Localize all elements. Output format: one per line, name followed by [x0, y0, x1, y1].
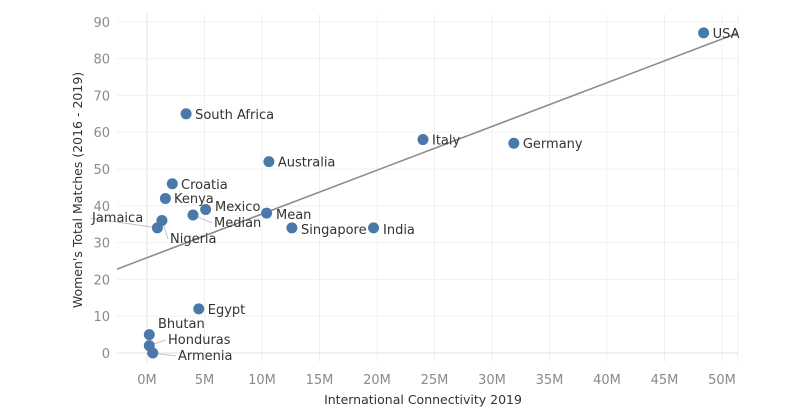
- data-point: [508, 137, 520, 149]
- y-tick-label: 10: [93, 310, 110, 325]
- point-label: Mean: [276, 208, 311, 223]
- x-tick-label: 30M: [478, 373, 506, 388]
- x-tick-label: 20M: [363, 373, 391, 388]
- x-axis-ticks: 0M 5M 10M 15M 20M 25M 30M 35M 40M 45M 50M: [137, 373, 736, 388]
- data-point: [143, 329, 155, 341]
- data-point: [200, 203, 212, 215]
- grid: [117, 14, 739, 362]
- point-label: South Africa: [195, 108, 274, 123]
- point-label: Singapore: [301, 223, 367, 238]
- point-label: USA: [713, 27, 740, 42]
- data-point: [151, 222, 163, 234]
- point-label: Egypt: [208, 303, 246, 318]
- x-axis-title: International Connectivity 2019: [324, 392, 522, 407]
- point-label: Croatia: [181, 178, 228, 193]
- point-label: Mexico: [215, 200, 260, 215]
- data-point: [261, 207, 273, 219]
- x-tick-label: 40M: [593, 373, 621, 388]
- x-tick-label: 50M: [708, 373, 736, 388]
- y-tick-label: 0: [102, 347, 110, 362]
- data-point: [166, 178, 178, 190]
- point-label: Armenia: [178, 349, 233, 364]
- y-axis-ticks: 0 10 20 30 40 50 60 70 80 90: [93, 16, 110, 362]
- y-tick-label: 30: [93, 237, 110, 252]
- y-tick-label: 20: [93, 273, 110, 288]
- point-label: Italy: [432, 134, 461, 149]
- point-label: Bhutan: [158, 317, 205, 332]
- y-axis-title: Women's Total Matches (2016 - 2019): [70, 72, 85, 308]
- y-tick-label: 60: [93, 126, 110, 141]
- point-label: Germany: [523, 137, 583, 152]
- data-point: [286, 222, 298, 234]
- x-tick-label: 15M: [306, 373, 334, 388]
- x-tick-label: 25M: [421, 373, 449, 388]
- label-leader-line: [89, 217, 158, 229]
- point-label: Median: [214, 216, 261, 231]
- data-point: [263, 156, 275, 168]
- data-point: [147, 347, 159, 359]
- point-label: Nigeria: [170, 232, 217, 247]
- y-tick-label: 80: [93, 53, 110, 68]
- point-label: Jamaica: [91, 211, 143, 226]
- point-labels: USA South Africa Italy Germany Australia Croa…: [91, 27, 740, 364]
- x-tick-label: 45M: [651, 373, 679, 388]
- trend-line: [116, 32, 739, 270]
- data-point: [180, 108, 192, 120]
- point-label: India: [383, 223, 415, 238]
- point-label: Kenya: [174, 192, 214, 207]
- y-tick-label: 90: [93, 16, 110, 31]
- y-tick-label: 50: [93, 163, 110, 178]
- data-point: [698, 27, 710, 39]
- data-point: [193, 303, 205, 315]
- point-label: Honduras: [168, 333, 231, 348]
- x-tick-label: 5M: [195, 373, 215, 388]
- x-tick-label: 0M: [137, 373, 157, 388]
- y-tick-label: 70: [93, 89, 110, 104]
- y-tick-label: 40: [93, 200, 110, 215]
- data-points: [143, 27, 710, 359]
- x-tick-label: 35M: [536, 373, 564, 388]
- point-label: Australia: [278, 156, 336, 171]
- data-point: [159, 192, 171, 204]
- data-point: [417, 134, 429, 146]
- data-point: [187, 209, 199, 221]
- data-point: [368, 222, 380, 234]
- x-tick-label: 10M: [248, 373, 276, 388]
